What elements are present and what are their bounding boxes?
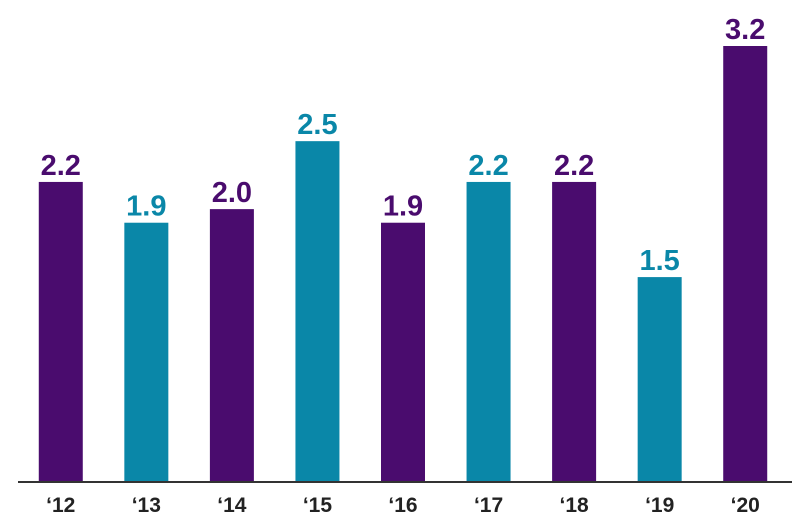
x-tick-label: ‘14 (217, 494, 247, 517)
x-tick-label: ‘13 (132, 494, 161, 517)
bar (124, 222, 169, 481)
x-tick-label: ‘20 (731, 494, 760, 517)
value-label: 1.9 (126, 191, 166, 223)
value-label: 2.2 (468, 150, 508, 182)
bar (295, 141, 340, 481)
x-tick-label: ‘18 (560, 494, 590, 517)
x-tick-label: ‘16 (388, 494, 417, 517)
bar (381, 222, 425, 481)
x-tick-label: ‘19 (645, 494, 674, 517)
value-label: 2.5 (297, 109, 337, 141)
value-label: 2.0 (212, 177, 252, 209)
bar (209, 209, 254, 481)
bar (637, 277, 682, 481)
x-tick-label: ‘17 (474, 494, 503, 517)
value-label: 2.2 (41, 150, 81, 182)
x-tick-label: ‘12 (46, 494, 75, 517)
bar (552, 181, 597, 481)
value-label: 1.9 (383, 191, 423, 223)
bar (466, 181, 511, 481)
bar (38, 181, 83, 481)
value-label: 1.5 (640, 245, 680, 277)
bar (723, 46, 768, 481)
value-label: 2.2 (554, 150, 594, 182)
x-tick-label: ‘15 (303, 494, 333, 517)
value-label: 3.2 (725, 14, 765, 46)
